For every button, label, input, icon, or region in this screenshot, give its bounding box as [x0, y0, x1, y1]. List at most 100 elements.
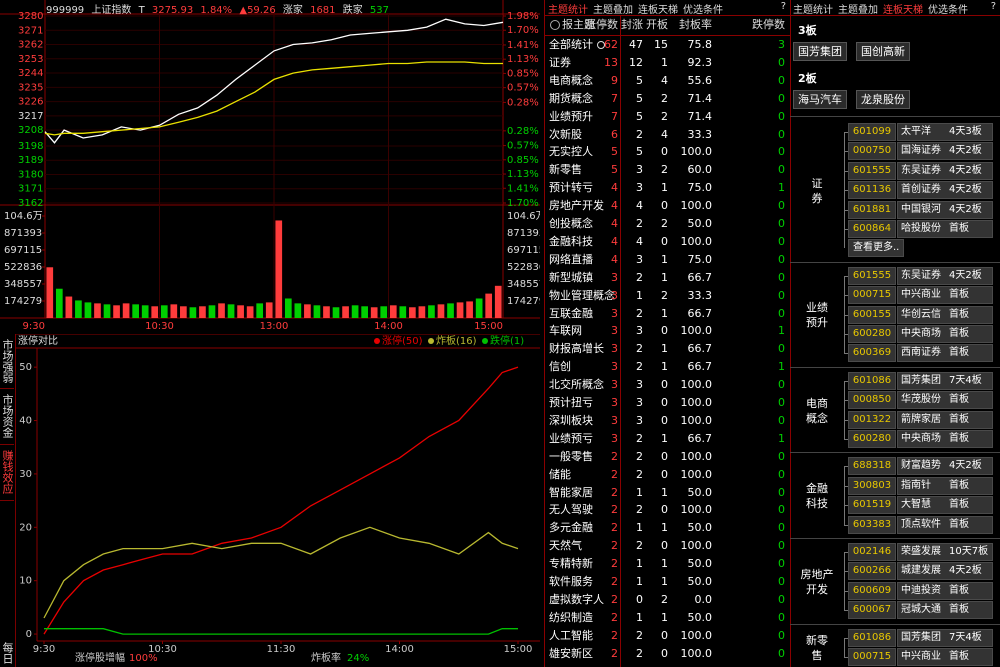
tab[interactable]: 主题统计 — [548, 5, 588, 16]
stock-entry[interactable]: 大智慧 首板 — [897, 496, 993, 515]
table-row[interactable]: 虚拟数字人 2 0 2 0.0 0 — [545, 591, 790, 609]
table-row[interactable]: 多元金融 2 1 1 50.0 0 — [545, 519, 790, 537]
table-row[interactable]: 储能 2 2 0 100.0 0 — [545, 466, 790, 484]
table-row[interactable]: 无实控人 5 5 0 100.0 0 — [545, 143, 790, 161]
table-row[interactable]: 一般零售 2 2 0 100.0 0 — [545, 448, 790, 466]
side-tab[interactable]: 市场强弱 — [0, 334, 14, 389]
stock-code[interactable]: 000715 — [848, 286, 896, 305]
table-row[interactable]: 无人驾驶 2 2 0 100.0 0 — [545, 501, 790, 519]
stock-code[interactable]: 600280 — [848, 325, 896, 343]
stock-code[interactable]: 601555 — [848, 266, 896, 285]
table-row[interactable]: 期货概念 7 5 2 71.4 0 — [545, 90, 790, 108]
stock-button[interactable]: 国芳集团 — [793, 42, 847, 61]
table-row[interactable]: 业绩预升 7 5 2 71.4 0 — [545, 108, 790, 126]
stock-code[interactable]: 300803 — [848, 476, 896, 495]
stock-entry[interactable]: 中迪投资 首板 — [897, 581, 993, 600]
stock-entry[interactable]: 中兴商业 首板 — [897, 648, 993, 666]
side-tab[interactable]: 市场资金 — [0, 388, 14, 445]
stock-button[interactable]: 龙泉股份 — [856, 90, 910, 109]
table-row[interactable]: 天然气 2 2 0 100.0 0 — [545, 537, 790, 555]
stock-code[interactable]: 603383 — [848, 515, 896, 534]
stock-entry[interactable]: 首创证券 4天2板 — [897, 181, 993, 200]
stock-entry[interactable]: 荣盛发展 10天7板 — [897, 543, 993, 561]
table-row[interactable]: 证券 13 12 1 92.3 0 — [545, 54, 790, 72]
tab[interactable]: 优选条件 — [683, 5, 723, 16]
column-header[interactable]: 开板 — [646, 18, 668, 31]
stock-entry[interactable]: 中央商场 首板 — [897, 325, 993, 343]
stock-entry[interactable]: 冠城大通 首板 — [897, 601, 993, 620]
stock-entry[interactable]: 国芳集团 7天4板 — [897, 371, 993, 390]
table-row[interactable]: 专精特新 2 1 1 50.0 0 — [545, 555, 790, 573]
table-row[interactable]: 创投概念 4 2 2 50.0 0 — [545, 215, 790, 233]
table-row[interactable]: 互联金融 3 2 1 66.7 0 — [545, 305, 790, 323]
stock-entry[interactable]: 顶点软件 首板 — [897, 515, 993, 534]
stock-code[interactable]: 600067 — [848, 601, 896, 620]
column-header[interactable]: 跌停数 — [752, 18, 785, 31]
stock-entry[interactable]: 指南针 首板 — [897, 476, 993, 495]
stock-code[interactable]: 000750 — [848, 142, 896, 161]
table-row[interactable]: 预计扭亏 3 3 0 100.0 0 — [545, 394, 790, 412]
table-row[interactable]: 业绩预亏 3 2 1 66.7 1 — [545, 430, 790, 448]
stock-code[interactable]: 600280 — [848, 430, 896, 448]
table-row[interactable]: 信创 3 2 1 66.7 1 — [545, 358, 790, 376]
stock-entry[interactable]: 中国银河 4天2板 — [897, 200, 993, 219]
column-header[interactable]: 封涨 — [621, 18, 643, 31]
column-header[interactable]: 报主题 — [562, 18, 595, 31]
stock-entry[interactable]: 中央商场 首板 — [897, 430, 993, 448]
stock-entry[interactable]: 国芳集团 7天4板 — [897, 628, 993, 647]
stock-entry[interactable]: 西南证券 首板 — [897, 344, 993, 363]
stock-entry[interactable]: 哈投股份 首板 — [897, 220, 993, 238]
stock-code[interactable]: 600369 — [848, 344, 896, 363]
stock-code[interactable]: 002146 — [848, 543, 896, 561]
table-row[interactable]: 新型城镇 3 2 1 66.7 0 — [545, 269, 790, 287]
stock-entry[interactable]: 太平洋 4天3板 — [897, 123, 993, 141]
stock-button[interactable]: 海马汽车 — [793, 90, 847, 109]
tab[interactable]: 连板天梯 — [638, 5, 678, 16]
stock-code[interactable]: 601136 — [848, 181, 896, 200]
stock-code[interactable]: 601086 — [848, 628, 896, 647]
stock-code[interactable]: 000850 — [848, 391, 896, 410]
table-row[interactable]: 次新股 6 2 4 33.3 0 — [545, 126, 790, 144]
table-row[interactable]: 财报高增长 3 2 1 66.7 0 — [545, 340, 790, 358]
table-row[interactable]: 深圳板块 3 3 0 100.0 0 — [545, 412, 790, 430]
stock-code[interactable]: 601519 — [848, 496, 896, 515]
table-row[interactable]: 北交所概念 3 3 0 100.0 0 — [545, 376, 790, 394]
tab[interactable]: 连板天梯 — [883, 5, 923, 16]
stock-code[interactable]: 600609 — [848, 581, 896, 600]
stock-entry[interactable]: 华茂股份 首板 — [897, 391, 993, 410]
stock-code[interactable]: 600155 — [848, 305, 896, 324]
tab[interactable]: 主题叠加 — [593, 5, 633, 16]
stock-code[interactable]: 601099 — [848, 123, 896, 141]
column-header[interactable]: 涨停数 — [585, 18, 618, 31]
stock-code[interactable]: 601881 — [848, 200, 896, 219]
table-row[interactable]: 人工智能 2 2 0 100.0 0 — [545, 627, 790, 645]
stock-code[interactable]: 601555 — [848, 161, 896, 180]
stock-button[interactable]: 国创高新 — [856, 42, 910, 61]
table-row[interactable]: 金融科技 4 4 0 100.0 0 — [545, 233, 790, 251]
table-row[interactable]: 电商概念 9 5 4 55.6 0 — [545, 72, 790, 90]
stock-entry[interactable]: 城建发展 4天2板 — [897, 562, 993, 581]
tab[interactable]: 主题叠加 — [838, 5, 878, 16]
stock-entry[interactable]: 东吴证券 4天2板 — [897, 161, 993, 180]
more-button[interactable]: 查看更多.. — [848, 239, 905, 258]
side-tab[interactable]: 每日 — [0, 639, 14, 667]
stock-code[interactable]: 601086 — [848, 371, 896, 390]
table-row[interactable]: 新零售 5 3 2 60.0 0 — [545, 161, 790, 179]
table-row[interactable]: 软件服务 2 1 1 50.0 0 — [545, 573, 790, 591]
stock-code[interactable]: 001322 — [848, 410, 896, 429]
table-row[interactable]: 纺织制造 2 1 1 50.0 0 — [545, 609, 790, 627]
table-row[interactable]: 智能家居 2 1 1 50.0 0 — [545, 484, 790, 502]
table-row[interactable]: 物业管理概念 3 1 2 33.3 0 — [545, 287, 790, 305]
stock-entry[interactable]: 中兴商业 首板 — [897, 286, 993, 305]
stock-entry[interactable]: 财富趋势 4天2板 — [897, 457, 993, 476]
table-row[interactable]: 全部统计 62 47 15 75.8 3 — [545, 36, 790, 54]
column-header[interactable]: 封板率 — [679, 18, 712, 31]
stock-entry[interactable]: 东吴证券 4天2板 — [897, 266, 993, 285]
table-row[interactable]: 雄安新区 2 2 0 100.0 0 — [545, 645, 790, 663]
table-row[interactable]: 网络直播 4 3 1 75.0 0 — [545, 251, 790, 269]
tab[interactable]: 优选条件 — [928, 5, 968, 16]
stock-entry[interactable]: 箭牌家居 首板 — [897, 410, 993, 429]
stock-code[interactable]: 600266 — [848, 562, 896, 581]
stock-code[interactable]: 600864 — [848, 220, 896, 238]
table-row[interactable]: 车联网 3 3 0 100.0 1 — [545, 322, 790, 340]
